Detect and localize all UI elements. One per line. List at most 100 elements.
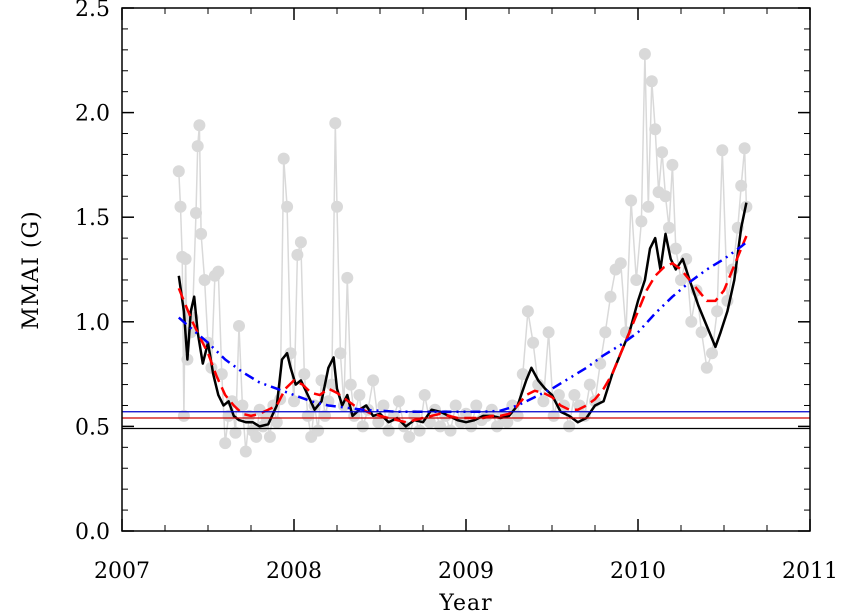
data-point <box>501 416 514 429</box>
data-point <box>583 378 596 391</box>
data-point <box>325 378 338 391</box>
data-point <box>635 215 648 228</box>
data-point <box>233 320 245 332</box>
series-layer <box>172 48 753 458</box>
data-point <box>184 326 197 339</box>
data-point <box>195 227 208 240</box>
data-point <box>675 274 687 286</box>
data-point <box>491 420 503 433</box>
data-point <box>735 179 748 192</box>
x-tick-label: 2010 <box>610 559 666 584</box>
data-point <box>663 221 675 234</box>
data-point <box>294 236 307 249</box>
data-point <box>537 395 550 408</box>
data-point <box>198 274 211 286</box>
data-point <box>288 395 300 408</box>
data-point <box>301 409 314 422</box>
data-point <box>599 326 612 339</box>
y-tick-label: 2.5 <box>75 0 110 22</box>
x-tick-label: 2007 <box>94 559 150 584</box>
data-point <box>191 140 204 153</box>
data-point <box>642 200 655 213</box>
data-point <box>298 368 311 381</box>
data-point <box>177 409 190 422</box>
data-point <box>656 146 669 159</box>
data-point <box>372 416 385 429</box>
data-point <box>444 424 457 437</box>
data-point <box>356 420 369 433</box>
x-tick-label: 2011 <box>782 559 838 584</box>
data-point <box>700 361 713 374</box>
data-point <box>685 315 698 328</box>
axis-ticks: 2007 2008 2009 2010 2011 0.0 0.5 1.0 1.5 2.0 2.5 <box>75 0 838 584</box>
data-point <box>418 389 431 401</box>
data-point <box>382 424 395 437</box>
data-point <box>322 395 335 408</box>
data-point <box>511 409 524 422</box>
y-axis-label: MMAI (G) <box>19 210 44 329</box>
data-point <box>236 399 249 412</box>
data-point <box>403 430 416 443</box>
data-point <box>527 336 540 349</box>
data-point <box>716 144 729 157</box>
x-tick-label: 2009 <box>438 559 494 584</box>
data-point <box>367 374 380 387</box>
data-point <box>532 378 545 391</box>
data-point <box>630 274 643 286</box>
data-point <box>270 416 283 429</box>
y-tick-label: 2.0 <box>75 102 110 127</box>
data-point <box>193 119 206 132</box>
data-point <box>229 426 242 439</box>
data-point <box>604 290 617 303</box>
data-point <box>738 142 751 155</box>
data-point <box>344 378 357 391</box>
data-point <box>312 424 325 437</box>
data-point <box>614 257 627 270</box>
data-point <box>706 347 718 360</box>
data-point <box>329 117 342 130</box>
data-point <box>625 194 638 207</box>
data-point <box>423 416 436 429</box>
data-point <box>239 445 252 458</box>
data-point <box>638 48 651 60</box>
series-line-dashed <box>177 235 748 424</box>
plot-frame <box>121 7 811 532</box>
data-point <box>434 420 447 433</box>
series-line-dash-dot <box>177 241 748 414</box>
data-point <box>172 165 185 178</box>
data-point <box>666 158 679 171</box>
data-point <box>277 152 290 165</box>
series-line-solid <box>177 202 748 428</box>
x-tick-label: 2008 <box>266 559 322 584</box>
data-point <box>250 430 263 443</box>
data-point <box>413 424 426 437</box>
data-point <box>485 403 498 416</box>
data-point <box>212 265 225 278</box>
data-point <box>215 368 228 381</box>
data-point <box>219 437 232 450</box>
data-point <box>174 200 187 213</box>
y-tick-label: 1.0 <box>75 311 110 336</box>
data-point <box>711 305 724 318</box>
data-point <box>353 389 366 401</box>
scatter-connector-line <box>178 53 748 452</box>
data-point <box>190 207 202 219</box>
data-point <box>669 242 682 255</box>
y-tick-label: 0.5 <box>75 415 110 440</box>
data-point <box>649 123 662 136</box>
reference-lines <box>122 411 810 430</box>
x-axis-label: Year <box>438 591 492 616</box>
data-point <box>331 200 343 213</box>
data-point <box>695 326 708 339</box>
data-point <box>547 409 560 422</box>
data-point <box>516 368 529 381</box>
data-point <box>578 409 591 422</box>
data-point <box>281 200 294 213</box>
y-tick-label: 0.0 <box>75 520 110 545</box>
data-point <box>263 430 276 443</box>
data-point <box>377 399 390 412</box>
data-point <box>392 395 405 408</box>
data-point <box>291 248 304 261</box>
data-point <box>659 190 672 203</box>
